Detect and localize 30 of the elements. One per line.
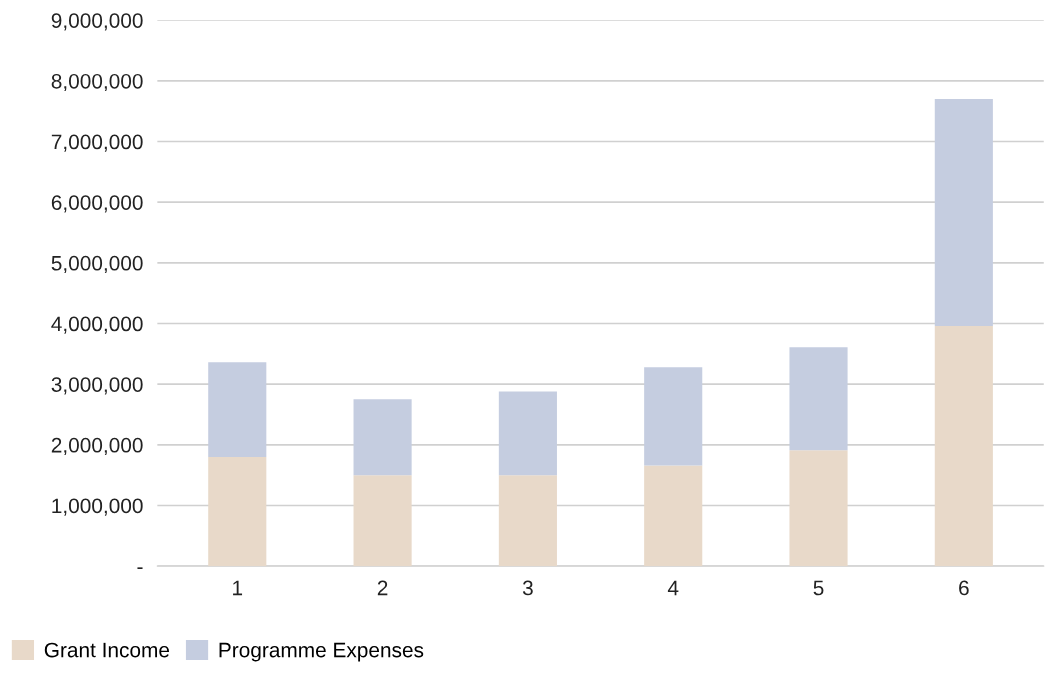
bar [353, 399, 412, 476]
y-tick-label: - [137, 567, 143, 569]
y-tick-label: 6,000,000 [51, 195, 143, 213]
y-tick-label: 4,000,000 [51, 316, 143, 334]
x-tick-label: 6 [959, 580, 969, 596]
bar [498, 391, 557, 476]
x-tick-label: 1 [233, 580, 243, 596]
legend-label: Grant Income [44, 642, 170, 658]
y-tick-label: 2,000,000 [51, 437, 143, 456]
y-tick-label: 8,000,000 [51, 73, 143, 92]
x-tick-label: 3 [522, 580, 533, 596]
y-tick-label: 5,000,000 [51, 255, 143, 274]
y-tick-label: 3,000,000 [51, 377, 143, 395]
bar [353, 475, 412, 567]
bar [644, 465, 703, 567]
y-tick-label: 1,000,000 [52, 498, 143, 516]
bar [789, 347, 848, 451]
x-tick-label: 5 [813, 580, 824, 596]
y-tick-label: 7,000,000 [51, 134, 143, 152]
bar [208, 456, 267, 567]
bar [644, 367, 703, 466]
legend-label: Programme Expenses [219, 642, 424, 662]
bar [934, 325, 993, 567]
bar [498, 475, 557, 567]
bar [934, 99, 993, 326]
x-tick-label: 4 [667, 580, 679, 596]
y-tick-label: 9,000,000 [51, 13, 143, 31]
bar [789, 450, 848, 567]
x-tick-label: 2 [377, 580, 388, 596]
bar [208, 362, 267, 457]
